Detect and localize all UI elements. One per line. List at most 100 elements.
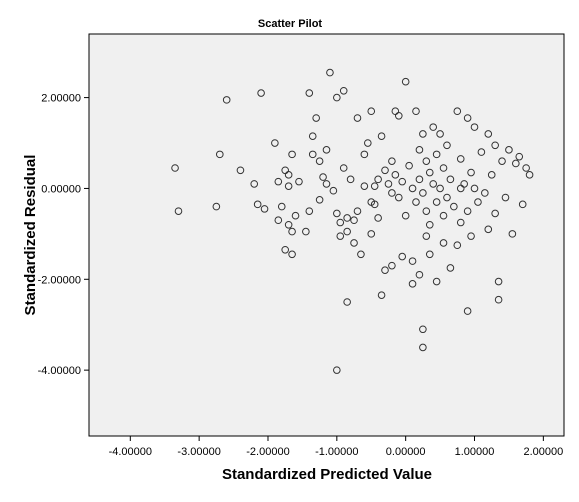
data-point — [367, 230, 376, 238]
data-point — [343, 214, 351, 222]
data-point — [281, 245, 289, 254]
data-point — [491, 141, 499, 150]
data-point — [508, 230, 517, 238]
data-point — [456, 155, 465, 163]
data-point — [429, 123, 438, 131]
data-point — [271, 139, 279, 147]
data-point — [260, 205, 269, 213]
data-point — [374, 175, 382, 184]
data-point — [360, 182, 369, 190]
data-point — [215, 150, 224, 159]
data-point — [439, 164, 448, 172]
data-point — [288, 250, 296, 259]
data-point — [463, 114, 472, 122]
data-point — [308, 150, 317, 159]
data-point — [384, 180, 393, 188]
data-point — [291, 211, 300, 220]
data-point — [422, 157, 431, 165]
data-point — [336, 232, 345, 240]
data-point — [319, 173, 327, 181]
x-tick-label: 2.00000 — [523, 446, 563, 458]
data-point — [467, 232, 475, 240]
data-point — [367, 107, 376, 116]
data-point — [432, 198, 441, 206]
y-tick-label: -2.00000 — [38, 274, 81, 286]
data-point — [494, 277, 503, 286]
y-axis: 2.00000 0.00000 -2.00000 -4.00000 — [38, 93, 89, 377]
data-point — [450, 202, 458, 211]
data-point — [374, 214, 382, 222]
data-point — [501, 193, 510, 202]
data-point — [370, 182, 379, 190]
data-point — [408, 280, 417, 288]
data-point — [470, 123, 479, 131]
data-point — [419, 343, 427, 352]
data-point — [222, 96, 231, 104]
data-point — [339, 86, 348, 95]
data-point — [401, 211, 410, 220]
data-point — [432, 150, 441, 159]
data-point — [494, 295, 503, 304]
x-tick-label: -2.00000 — [246, 446, 289, 458]
x-tick-label: 1.00000 — [455, 446, 495, 458]
data-point — [388, 189, 396, 197]
data-point — [525, 171, 534, 179]
data-point — [512, 159, 520, 168]
data-point — [336, 218, 345, 227]
data-point — [326, 68, 334, 77]
x-tick-label: 0.00000 — [386, 446, 426, 458]
data-point — [353, 207, 362, 215]
data-point — [346, 175, 355, 184]
data-point — [422, 207, 431, 215]
data-point — [491, 209, 499, 218]
data-point — [415, 175, 424, 184]
data-point — [257, 89, 265, 97]
data-point — [401, 77, 410, 86]
data-point — [364, 139, 372, 147]
data-point — [284, 171, 293, 179]
data-point — [415, 146, 424, 154]
data-point — [370, 200, 379, 209]
x-axis: -4.00000 -3.00000 -2.00000 -1.00000 0.00000 1… — [109, 436, 563, 458]
data-point — [284, 220, 293, 229]
data-point — [412, 107, 420, 116]
data-point — [453, 241, 462, 250]
data-point — [515, 152, 524, 161]
data-point — [329, 186, 338, 195]
data-point — [333, 93, 341, 102]
data-point — [453, 107, 462, 116]
data-point — [322, 146, 331, 154]
data-point — [357, 250, 365, 259]
data-point — [422, 232, 431, 240]
data-point — [277, 202, 286, 211]
data-point — [391, 171, 400, 179]
data-point — [312, 114, 320, 122]
data-point — [288, 150, 296, 159]
data-point — [484, 225, 493, 234]
data-point — [415, 270, 424, 279]
data-point — [212, 202, 221, 211]
data-point — [425, 220, 434, 229]
data-point — [405, 161, 413, 170]
data-point — [481, 189, 489, 197]
data-point — [394, 111, 403, 120]
data-point — [498, 157, 506, 165]
y-tick-label: -4.00000 — [38, 365, 81, 377]
data-point — [322, 180, 331, 188]
data-point — [377, 132, 386, 141]
data-point — [522, 164, 530, 172]
data-point — [487, 171, 496, 179]
data-points — [171, 68, 534, 374]
data-point — [446, 175, 455, 184]
data-point — [394, 193, 403, 202]
data-point — [484, 130, 493, 138]
data-point — [381, 166, 389, 175]
data-point — [388, 157, 396, 165]
data-point — [315, 195, 324, 204]
data-point — [398, 177, 407, 186]
data-point — [360, 150, 369, 159]
data-point — [343, 298, 351, 306]
data-point — [333, 366, 341, 374]
data-point — [408, 257, 417, 265]
